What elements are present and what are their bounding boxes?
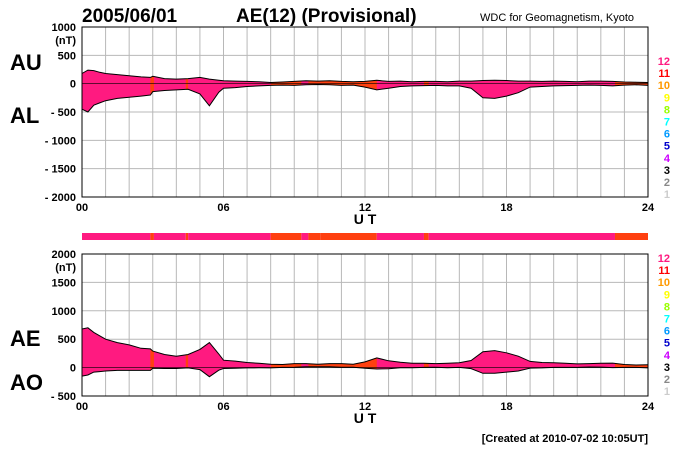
date-label: 2005/06/01 bbox=[82, 6, 178, 27]
ae-ao-x-tick-label: 12 bbox=[359, 401, 371, 413]
au-series-line bbox=[81, 69, 649, 84]
au-al-y-tick-label: 1000 bbox=[52, 22, 76, 34]
created-label: [Created at 2010-07-02 10:05UT] bbox=[482, 433, 649, 445]
au-al-x-tick-label: 18 bbox=[500, 202, 512, 214]
legend-entry: 4 bbox=[664, 350, 671, 362]
strip-segment bbox=[82, 233, 151, 240]
ae-ao-y-ticks: 2000 1500 1000 500 0 - 500 bbox=[51, 249, 76, 403]
au-al-y-tick-label: 0 bbox=[70, 79, 76, 91]
strip-segment bbox=[188, 233, 271, 240]
legend-entry: 9 bbox=[664, 92, 670, 104]
ae-ao-x-tick-label: 06 bbox=[217, 401, 229, 413]
ae-ao-area-segment bbox=[308, 327, 321, 377]
ae-ao-area-segment bbox=[320, 327, 377, 377]
strip-segment bbox=[428, 233, 615, 240]
strip-segment bbox=[150, 233, 154, 240]
ae-ao-x-ticks: 00 06 12 18 24 bbox=[76, 401, 655, 413]
ae-ao-area-segment bbox=[150, 327, 154, 377]
au-al-area-segment bbox=[150, 70, 154, 112]
au-al-y-tick-label: - 500 bbox=[51, 107, 76, 119]
au-al-y-tick-label: - 1000 bbox=[45, 135, 76, 147]
strip-segment bbox=[185, 233, 189, 240]
legend-entry: 9 bbox=[664, 289, 670, 301]
al-series-line bbox=[81, 83, 649, 113]
ae-label: AE bbox=[10, 326, 41, 351]
legend-entry: 6 bbox=[664, 326, 670, 338]
au-al-y-tick-label: - 1500 bbox=[45, 164, 76, 176]
au-al-x-tick-label: 12 bbox=[359, 202, 371, 214]
al-label: AL bbox=[10, 103, 39, 128]
ae-ao-area-segment bbox=[423, 327, 429, 377]
legend-entry: 5 bbox=[664, 141, 670, 153]
strip-segment bbox=[320, 233, 377, 240]
source-label: WDC for Geomagnetism, Kyoto bbox=[480, 12, 634, 24]
legend-entry: 12 bbox=[658, 56, 670, 68]
au-al-x-tick-label: 24 bbox=[642, 202, 655, 214]
strip-segment bbox=[376, 233, 424, 240]
legend-entry: 7 bbox=[664, 117, 670, 129]
legend-entry: 7 bbox=[664, 314, 670, 326]
au-al-grid bbox=[82, 27, 648, 197]
strip-segment bbox=[423, 233, 429, 240]
ae-ao-frame bbox=[81, 253, 649, 397]
ae-ao-area-segment bbox=[270, 327, 302, 377]
au-al-frame bbox=[81, 26, 649, 198]
legend-entry: 12 bbox=[658, 253, 670, 265]
au-label: AU bbox=[10, 50, 42, 75]
au-al-y-tick-label: 500 bbox=[58, 50, 76, 62]
legend-entry: 10 bbox=[658, 277, 670, 289]
ae-ao-unit: (nT) bbox=[55, 262, 76, 274]
legend-entry: 6 bbox=[664, 129, 670, 141]
au-al-x-tick-label: 00 bbox=[76, 202, 88, 214]
strip-segment bbox=[270, 233, 302, 240]
ae-ao-y-tick-label: 0 bbox=[70, 363, 76, 375]
au-al-x-tick-label: 06 bbox=[217, 202, 229, 214]
legend-entry: 2 bbox=[664, 374, 670, 386]
ae-ao-x-tick-label: 18 bbox=[500, 401, 512, 413]
legend-entry: 11 bbox=[658, 265, 670, 277]
ae-ao-x-label: U T bbox=[354, 410, 377, 426]
chart-title: AE(12) (Provisional) bbox=[236, 6, 417, 27]
legend-entry: 3 bbox=[664, 165, 670, 177]
ae-ao-x-tick-label: 00 bbox=[76, 401, 88, 413]
strip-segment bbox=[308, 233, 321, 240]
legend-entry: 8 bbox=[664, 301, 670, 313]
ae-ao-y-tick-label: - 500 bbox=[51, 391, 76, 403]
ae-ao-y-tick-label: 500 bbox=[58, 334, 76, 346]
legend-entry: 1 bbox=[664, 386, 670, 398]
ae-ao-y-tick-label: 2000 bbox=[52, 249, 76, 261]
au-al-unit: (nT) bbox=[55, 35, 76, 47]
au-al-y-ticks: 1000 500 0 - 500 - 1000 - 1500 - 2000 bbox=[45, 22, 76, 204]
au-al-x-ticks: 00 06 12 18 24 bbox=[76, 202, 655, 214]
ao-label: AO bbox=[10, 370, 43, 395]
legend-entry: 1 bbox=[664, 189, 670, 201]
legend-entry: 5 bbox=[664, 338, 670, 350]
ae-ao-x-tick-label: 24 bbox=[642, 401, 655, 413]
ae-ao-panel: 2000 1500 1000 500 0 - 500 00 06 12 18 24 (nT) U … bbox=[10, 249, 655, 426]
legend-entry: 11 bbox=[658, 68, 670, 80]
quality-strip bbox=[82, 233, 648, 240]
legend-entry: 4 bbox=[664, 153, 671, 165]
ae-ao-area-segment bbox=[614, 327, 648, 377]
ae-ao-y-tick-label: 1000 bbox=[52, 306, 76, 318]
ae-ao-area-segment bbox=[185, 327, 189, 377]
strip-segment bbox=[301, 233, 309, 240]
au-al-x-label: U T bbox=[354, 211, 377, 227]
legend-entry: 2 bbox=[664, 177, 670, 189]
strip-segment bbox=[153, 233, 186, 240]
ae-ao-y-tick-label: 1500 bbox=[52, 277, 76, 289]
au-al-y-tick-label: - 2000 bbox=[45, 192, 76, 204]
ae-ao-grid bbox=[82, 254, 648, 396]
ae-series-line bbox=[81, 327, 649, 366]
legend-entry: 8 bbox=[664, 104, 670, 116]
legend-entry: 10 bbox=[658, 80, 670, 92]
strip-segment bbox=[614, 233, 648, 240]
au-al-panel: 1000 500 0 - 500 - 1000 - 1500 - 2000 00 06 12 18… bbox=[10, 22, 655, 227]
legend-entry: 3 bbox=[664, 362, 670, 374]
